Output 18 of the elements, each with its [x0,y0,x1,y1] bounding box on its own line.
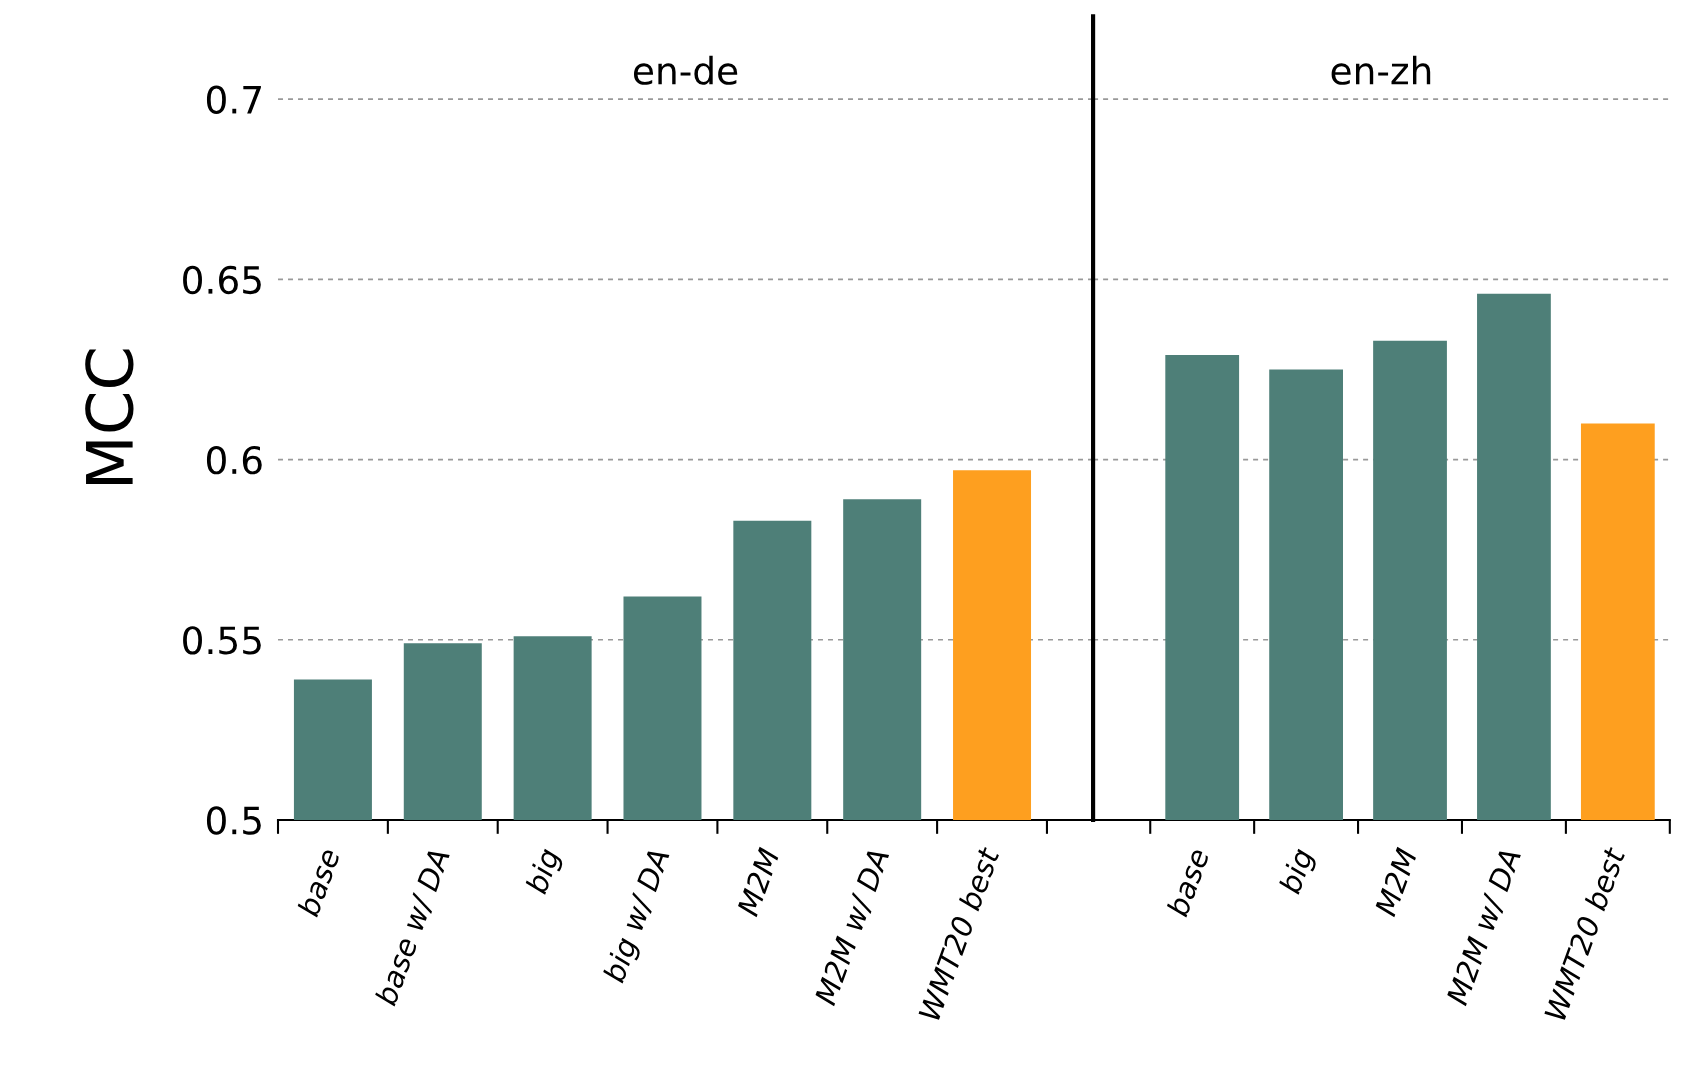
x-tick-label: big [524,846,566,897]
x-tick-label: big [1277,846,1319,897]
y-tick-label: 0.55 [183,626,261,655]
y-tick-label: 0.7 [206,85,261,114]
x-tick-label: base [296,846,341,918]
y-tick-label: 0.6 [206,445,262,475]
y-tick-label: 0.5 [206,806,261,835]
x-tick-label: M2M w/ DA [813,847,892,1008]
x-tick-label: big w/ DA [601,847,676,986]
text: en-de [633,55,738,85]
x-tick-label: M2M [736,846,780,918]
y-tick-label: 0.65 [183,265,261,295]
x-tick-label: M2M [1373,846,1418,918]
x-tick-label: base [1165,846,1210,918]
y-axis-title: MCC [85,349,134,485]
x-tick-label: M2M w/ DA [1445,847,1524,1008]
x-tick-label: base w/ DA [373,847,453,1008]
text: en-zh [1331,55,1431,85]
